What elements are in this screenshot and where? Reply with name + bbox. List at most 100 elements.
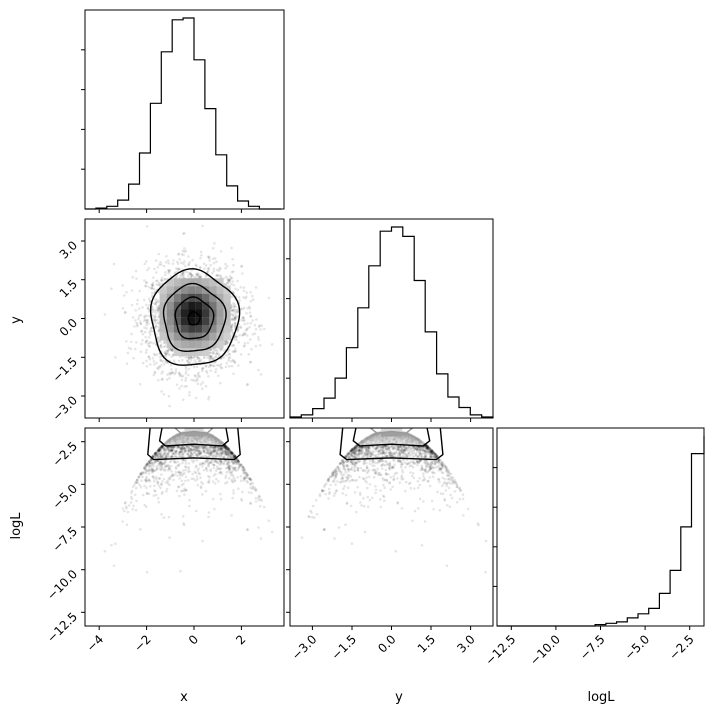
- sample-point: [233, 310, 236, 314]
- sample-point: [130, 289, 134, 292]
- sample-point: [219, 274, 223, 278]
- sample-point: [212, 267, 216, 271]
- sample-point: [149, 461, 152, 464]
- density-cell: [188, 286, 196, 294]
- sample-point: [227, 454, 230, 458]
- sample-point: [233, 454, 236, 457]
- sample-point: [194, 479, 197, 482]
- density-cell: [223, 332, 231, 341]
- sample-point: [142, 298, 146, 302]
- sample-point: [227, 353, 231, 356]
- sample-point: [151, 357, 155, 360]
- sample-point: [177, 470, 181, 474]
- sample-point: [170, 459, 173, 462]
- sample-point: [184, 468, 187, 472]
- sample-point: [232, 461, 235, 465]
- sample-point: [147, 322, 150, 325]
- sample-point: [181, 515, 185, 518]
- density-cell: [202, 332, 210, 341]
- sample-point: [141, 339, 144, 342]
- sample-point: [157, 321, 160, 325]
- sample-point: [232, 372, 235, 376]
- sample-point: [158, 446, 161, 450]
- sample-point: [231, 313, 234, 317]
- sample-point: [231, 469, 234, 473]
- density-cell: [173, 348, 181, 356]
- sample-point: [180, 455, 183, 459]
- sample-point: [192, 356, 195, 359]
- sample-point: [148, 330, 151, 334]
- sample-point: [150, 327, 153, 330]
- sample-point: [196, 378, 199, 382]
- sample-point: [151, 455, 154, 458]
- sample-point: [231, 257, 234, 261]
- sample-point: [224, 482, 227, 485]
- sample-point: [112, 262, 116, 266]
- sample-point: [177, 252, 181, 256]
- sample-point: [187, 357, 191, 361]
- sample-point: [152, 287, 156, 291]
- sample-point: [257, 498, 261, 502]
- sample-point: [125, 291, 128, 294]
- sample-point: [153, 489, 156, 492]
- sample-point: [131, 485, 135, 489]
- sample-point: [209, 357, 213, 360]
- sample-point: [226, 466, 229, 470]
- sample-point: [198, 359, 201, 363]
- sample-point: [155, 279, 158, 283]
- sample-point: [231, 280, 234, 283]
- sample-point: [241, 316, 245, 319]
- sample-point: [158, 461, 162, 465]
- sample-point: [162, 341, 166, 345]
- sample-point: [145, 284, 148, 288]
- sample-point: [209, 351, 212, 355]
- density-cell: [195, 332, 203, 341]
- sample-point: [215, 446, 218, 449]
- sample-point: [246, 341, 250, 345]
- density-cell: [180, 325, 188, 333]
- sample-point: [236, 328, 239, 332]
- sample-point: [234, 349, 238, 353]
- sample-point: [157, 329, 161, 332]
- sample-point: [163, 340, 167, 344]
- sample-point: [245, 471, 248, 475]
- sample-point: [157, 306, 160, 310]
- sample-point: [197, 449, 201, 453]
- sample-point: [249, 321, 253, 325]
- sample-point: [202, 450, 206, 453]
- sample-point: [143, 478, 147, 482]
- sample-point: [219, 381, 222, 385]
- sample-point: [206, 270, 209, 274]
- sample-point: [157, 500, 161, 504]
- sample-point: [195, 459, 199, 462]
- sample-point: [157, 252, 161, 256]
- sample-point: [144, 480, 148, 483]
- sample-point: [258, 504, 262, 508]
- sample-point: [152, 461, 155, 465]
- sample-point: [181, 358, 184, 362]
- sample-point: [190, 453, 194, 456]
- sample-point: [200, 446, 204, 449]
- sample-point: [211, 451, 214, 454]
- sample-point: [149, 329, 152, 332]
- sample-point: [199, 486, 203, 490]
- sample-point: [212, 474, 216, 477]
- sample-point: [193, 275, 196, 279]
- sample-point: [163, 273, 167, 277]
- sample-point: [171, 446, 175, 449]
- sample-point: [233, 316, 236, 319]
- sample-point: [181, 276, 184, 280]
- sample-point: [179, 373, 182, 376]
- sample-point: [161, 480, 164, 483]
- sample-point: [175, 274, 179, 277]
- sample-point: [177, 464, 180, 467]
- sample-point: [174, 449, 177, 453]
- sample-point: [180, 378, 184, 382]
- sample-point: [172, 451, 176, 455]
- sample-point: [242, 319, 245, 323]
- sample-point: [233, 325, 237, 329]
- sample-point: [148, 341, 151, 344]
- sample-point: [207, 269, 210, 272]
- sample-point: [158, 366, 162, 369]
- sample-point: [174, 271, 177, 274]
